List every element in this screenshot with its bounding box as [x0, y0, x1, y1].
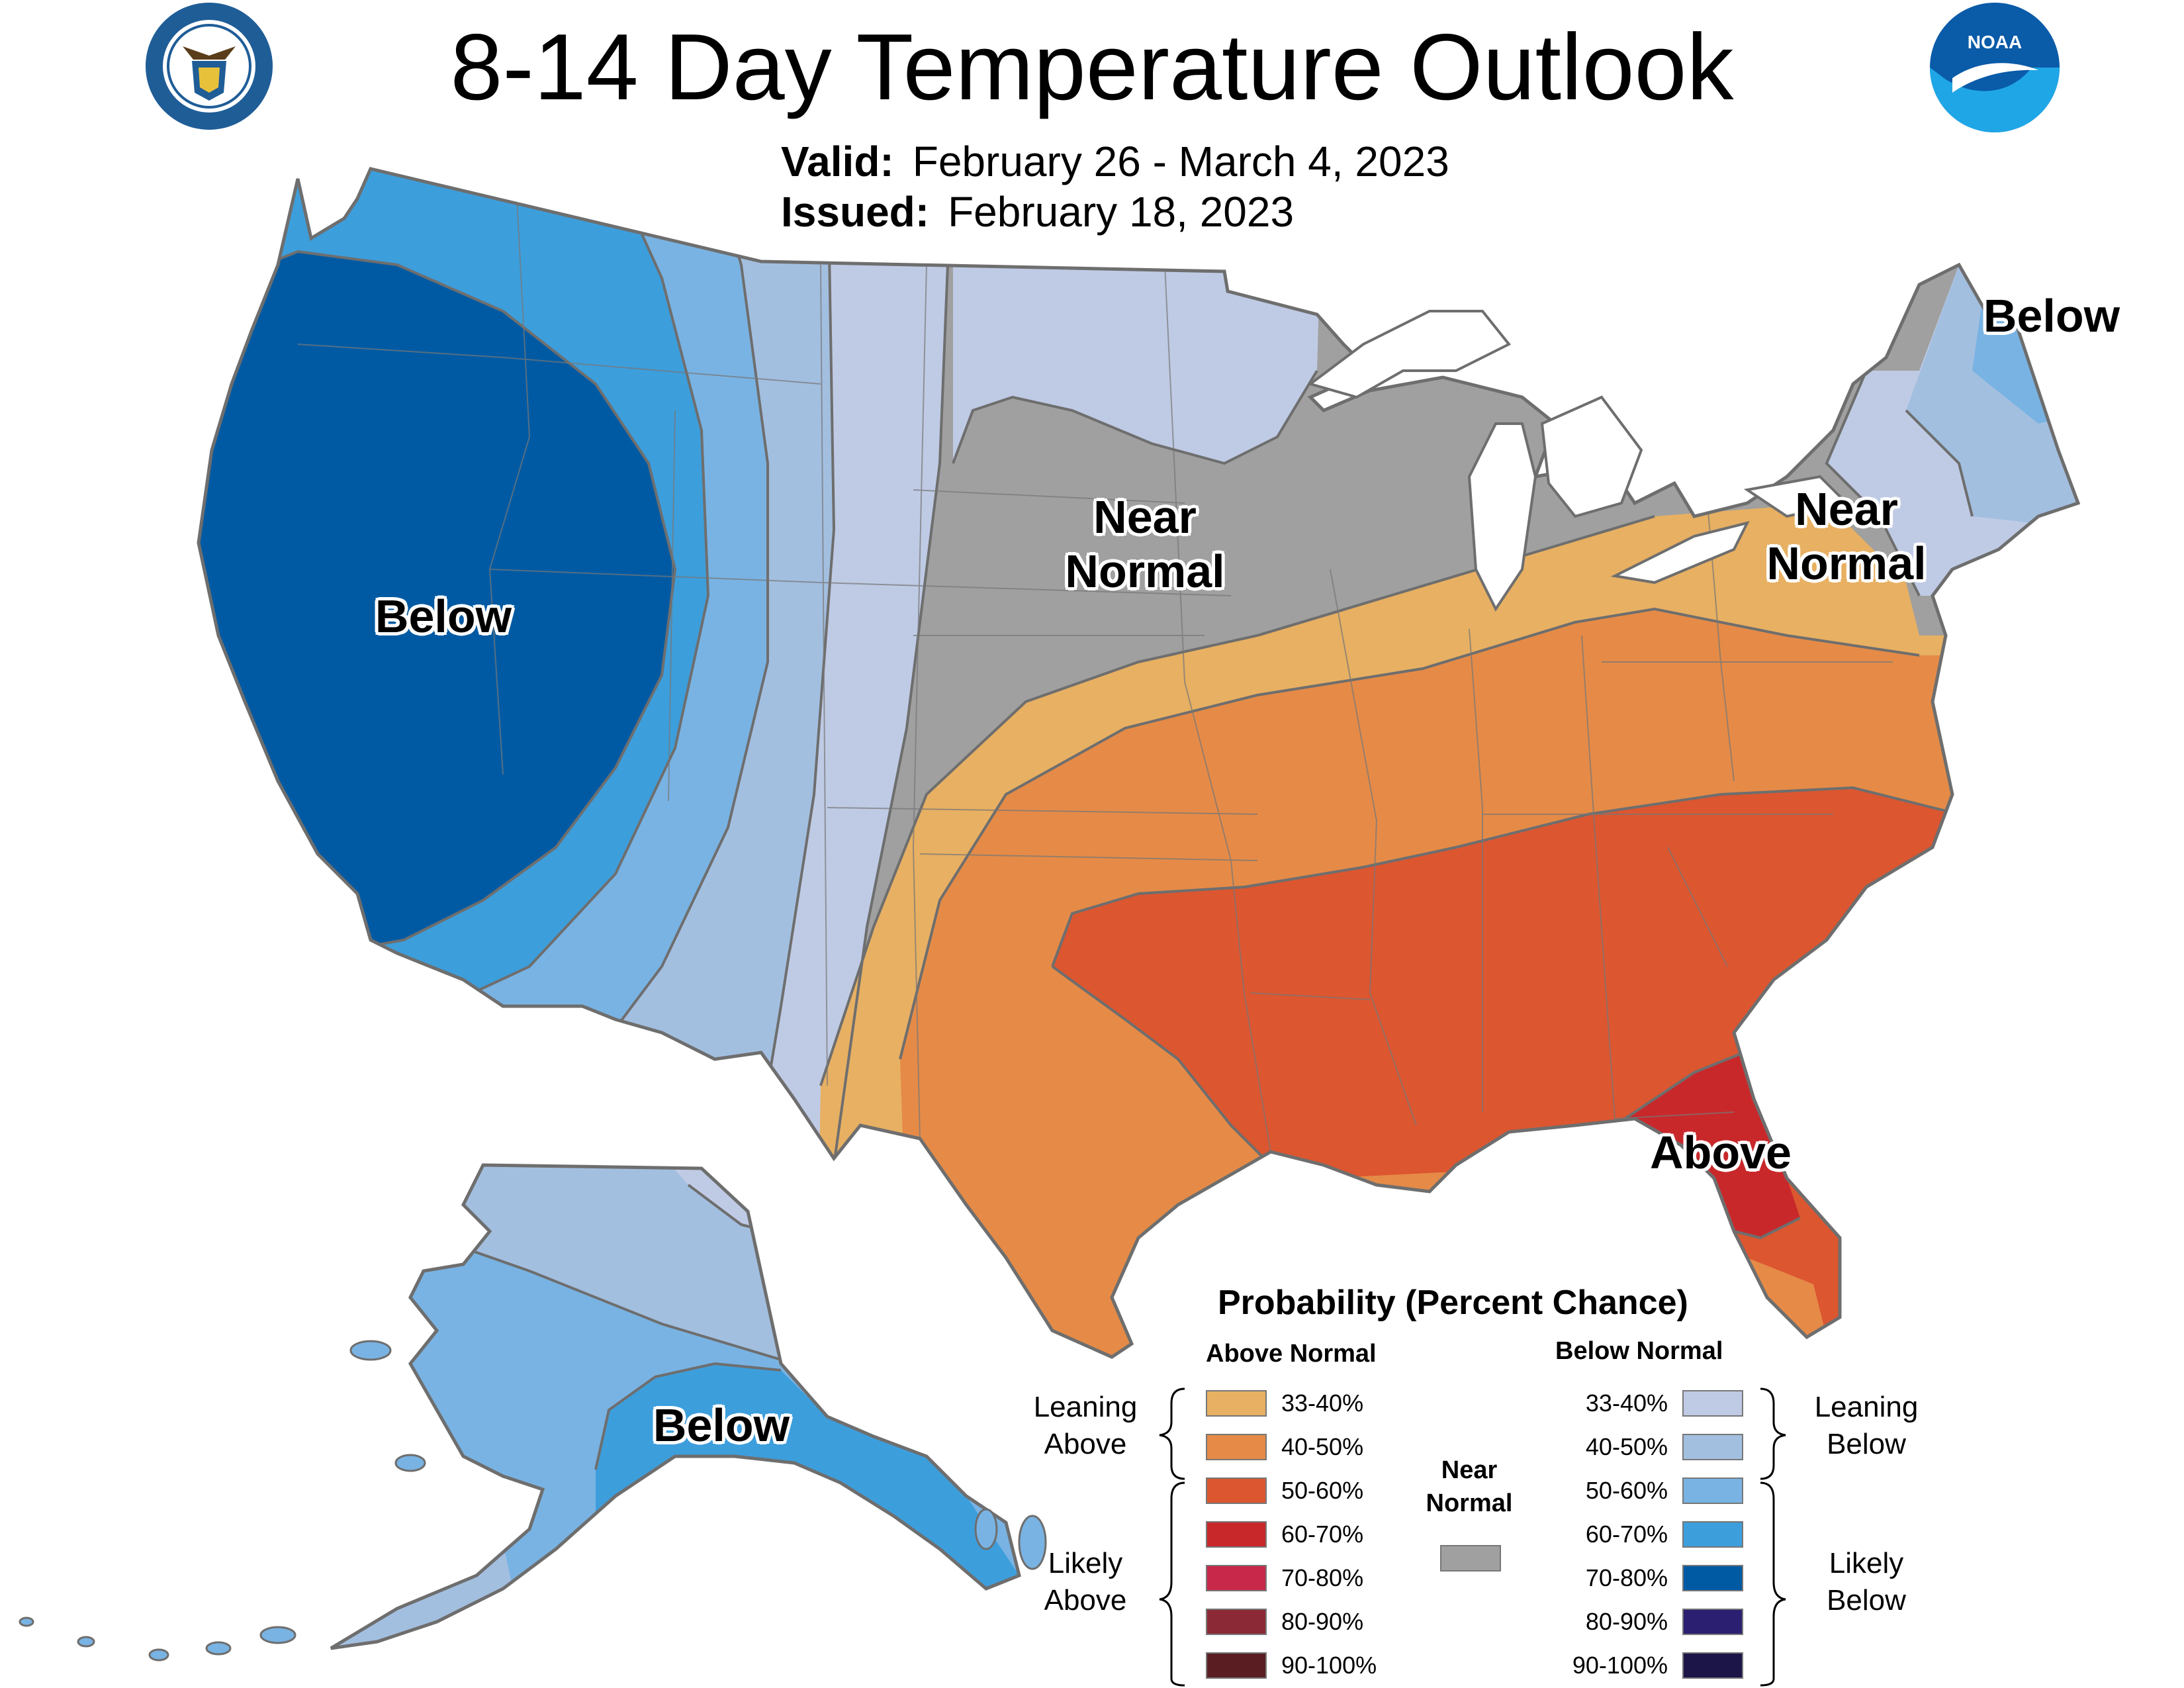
legend-swatch [1682, 1390, 1743, 1417]
above-50-60-band [1052, 788, 1985, 1357]
legend-swatch-label: 40-50% [1281, 1433, 1364, 1460]
issued-label: Issued: [781, 188, 930, 236]
region-label-northeast-near-normal: Near Normal [1734, 482, 1959, 590]
legend-swatch [1682, 1434, 1743, 1460]
legend-swatch-label: 60-70% [1281, 1521, 1364, 1548]
page-title: 8-14 Day Temperature Outlook [450, 15, 1734, 120]
legend-side-line: Below [1827, 1428, 1906, 1460]
legend-row: 33-40% [1206, 1389, 1363, 1418]
region-label-central-near-normal: Near Normal [1032, 490, 1257, 598]
legend-side-line: Near [1441, 1456, 1498, 1484]
legend-swatch-near-normal [1440, 1545, 1501, 1571]
noaa-logo-icon [1930, 3, 2060, 132]
great-lakes [1307, 310, 1849, 612]
issued-line: Issued: February 18, 2023 [781, 187, 1294, 237]
legend-swatch-label: 33-40% [1281, 1389, 1364, 1417]
region-label-northeast-below: Below [1983, 290, 2120, 342]
legend-side-line: Normal [1426, 1489, 1513, 1517]
region-label-alaska-below: Below [653, 1399, 790, 1451]
legend-row: 40-50% [1555, 1432, 1743, 1462]
legend-swatch [1206, 1565, 1267, 1591]
legend-swatch-label: 33-40% [1585, 1389, 1668, 1417]
region-label-west-below: Below [375, 590, 512, 642]
legend-near-normal-header: Near Normal [1390, 1454, 1549, 1520]
legend-title: Probability (Percent Chance) [1218, 1284, 1688, 1322]
legend-swatch-label: 90-100% [1281, 1652, 1377, 1679]
region-label-line: Near [1795, 483, 1898, 535]
legend-side-line: Likely [1829, 1547, 1904, 1579]
aleutian-islands [19, 1340, 1047, 1662]
legend-swatch [1206, 1609, 1267, 1635]
department-of-commerce-seal-icon [146, 3, 273, 130]
below-70-80-band [199, 252, 675, 953]
noaa-logo-text: NOAA [1967, 32, 2023, 52]
legend-below-header: Below Normal [1555, 1337, 1723, 1365]
legend-side-line: Leaning [1033, 1391, 1138, 1423]
region-label-southeast-above: Above [1650, 1127, 1792, 1178]
legend-swatch [1206, 1390, 1267, 1417]
legend-swatch-label: 80-90% [1281, 1608, 1364, 1635]
legend-side-line: Above [1044, 1428, 1127, 1460]
legend-swatch [1206, 1521, 1267, 1548]
legend-row: 50-60% [1555, 1476, 1743, 1505]
legend-side-line: Above [1044, 1584, 1127, 1617]
legend-side-line: Leaning [1814, 1391, 1919, 1423]
legend-swatch-label: 40-50% [1585, 1433, 1668, 1460]
legend-swatch-label: 50-60% [1281, 1477, 1364, 1504]
legend-swatch-label: 80-90% [1585, 1608, 1668, 1635]
legend-row: 60-70% [1206, 1520, 1363, 1549]
legend-swatch [1206, 1477, 1267, 1504]
legend-row: 33-40% [1555, 1389, 1743, 1418]
legend-swatch-label: 90-100% [1572, 1652, 1668, 1679]
legend-swatch [1682, 1652, 1743, 1679]
legend-likely-below: Likely Below [1787, 1545, 1946, 1619]
valid-value: February 26 - March 4, 2023 [912, 138, 1449, 185]
legend-swatch-label: 70-80% [1281, 1564, 1364, 1591]
legend-swatch [1206, 1434, 1267, 1460]
legend-swatch [1682, 1609, 1743, 1635]
region-label-line: Near [1093, 491, 1197, 543]
legend-swatch [1206, 1652, 1267, 1679]
legend-row: 40-50% [1206, 1432, 1363, 1462]
legend-row: 90-100% [1555, 1651, 1743, 1680]
region-label-line: Normal [1766, 538, 1927, 589]
legend-row: 90-100% [1206, 1651, 1377, 1680]
legend-row: 80-90% [1555, 1607, 1743, 1636]
legend-swatch [1682, 1565, 1743, 1591]
legend-swatch [1682, 1477, 1743, 1504]
legend-side-line: Below [1827, 1584, 1906, 1617]
legend-row: 70-80% [1555, 1564, 1743, 1593]
legend-swatch-label: 50-60% [1585, 1477, 1668, 1504]
legend-row: 70-80% [1206, 1564, 1363, 1593]
legend-row: 60-70% [1555, 1520, 1743, 1549]
legend-swatch [1682, 1521, 1743, 1548]
issued-value: February 18, 2023 [948, 188, 1295, 236]
legend-leaning-above: Leaning Above [1006, 1389, 1165, 1463]
legend-above-header: Above Normal [1206, 1340, 1377, 1368]
legend-leaning-below: Leaning Below [1787, 1389, 1946, 1463]
legend-swatch-label: 70-80% [1585, 1564, 1668, 1591]
legend-likely-above: Likely Above [1006, 1545, 1165, 1619]
legend-side-line: Likely [1048, 1547, 1123, 1579]
legend-row: 80-90% [1206, 1607, 1363, 1636]
valid-label: Valid: [781, 138, 894, 185]
region-label-line: Normal [1065, 545, 1225, 597]
legend-row: 50-60% [1206, 1476, 1363, 1505]
legend-swatch-label: 60-70% [1585, 1521, 1668, 1548]
valid-line: Valid: February 26 - March 4, 2023 [781, 136, 1449, 187]
